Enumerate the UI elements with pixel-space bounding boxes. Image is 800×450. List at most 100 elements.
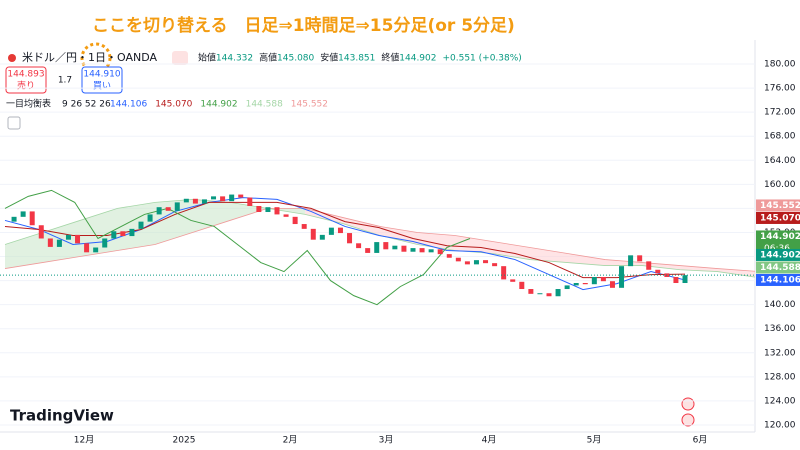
candle-body — [573, 283, 579, 286]
cloud-segment — [642, 262, 680, 270]
candle-body — [129, 228, 135, 237]
cloud-segment — [155, 199, 193, 245]
price-label-box — [756, 261, 800, 274]
candle-body — [75, 234, 81, 244]
candle-body — [682, 275, 688, 284]
indicator-value: 144.106 — [110, 100, 147, 110]
candle-body — [501, 266, 507, 280]
candle-body — [310, 228, 316, 240]
candle-body — [165, 207, 171, 211]
indicator-value: 145.070 — [155, 100, 192, 110]
price-label: 144.902 — [760, 232, 800, 242]
candle-body — [582, 283, 588, 285]
candle-body — [220, 196, 226, 202]
price-label: 145.552 — [760, 201, 800, 211]
candle-body — [401, 245, 407, 252]
candle-body — [156, 207, 162, 215]
sell-price: 144.893 — [7, 70, 44, 80]
candle-body — [38, 225, 44, 239]
candle-body — [292, 216, 298, 225]
cloud-segment — [342, 217, 380, 236]
spread: 1.7 — [58, 76, 72, 86]
ohlc-value: 145.080 — [277, 54, 314, 64]
indicator-icon[interactable] — [172, 51, 188, 65]
indicator-line — [4, 201, 686, 279]
x-tick-label: 2月 — [283, 435, 298, 446]
indicator-line — [4, 189, 471, 306]
candle-body — [455, 257, 461, 262]
change: +0.551 (+0.38%) — [442, 54, 521, 64]
ohlc-label: 安値 — [320, 52, 338, 64]
y-tick-label: 140.00 — [764, 300, 796, 310]
candle-body — [102, 238, 108, 248]
y-tick-label: 164.00 — [764, 156, 796, 166]
alert-badge[interactable] — [681, 413, 695, 427]
ohlc-label: 始値 — [198, 52, 216, 64]
ohlc-value: 144.902 — [399, 54, 436, 64]
collapse-button[interactable] — [7, 116, 21, 130]
buy-price: 144.910 — [83, 70, 120, 80]
candle-body — [328, 227, 334, 235]
candle-body — [492, 263, 498, 267]
x-tick-label: 4月 — [482, 435, 497, 446]
price-label: 145.070 — [760, 213, 800, 223]
price-label: 144.902 — [760, 250, 800, 260]
candle-body — [84, 243, 90, 253]
candle-body — [410, 248, 416, 252]
sell-button[interactable] — [5, 66, 47, 94]
x-tick-label: 2025 — [173, 436, 196, 446]
candle-body — [673, 276, 679, 284]
indicator-value: 144.588 — [246, 100, 283, 110]
candle-body — [192, 198, 198, 204]
candle-body — [147, 214, 153, 222]
candle-body — [365, 248, 371, 253]
candle-body — [419, 248, 425, 253]
y-tick-label: 180.00 — [764, 60, 796, 70]
candle-body — [256, 205, 262, 213]
candle-body — [211, 196, 217, 200]
candle-body — [120, 231, 126, 237]
candle-body — [93, 247, 99, 253]
cloud-segment — [530, 247, 568, 263]
buy-label: 買い — [93, 81, 111, 92]
x-tick-label: 12月 — [74, 435, 94, 446]
sell-label: 売り — [17, 80, 35, 92]
price-label-box — [756, 199, 800, 212]
candle-body — [247, 197, 253, 206]
indicator-name[interactable]: 一目均衡表 — [6, 98, 51, 110]
candle-body — [356, 243, 362, 249]
price-label-box — [756, 273, 800, 286]
price-label-box — [756, 211, 800, 224]
candle-body — [564, 285, 570, 290]
y-tick-label: 128.00 — [764, 372, 796, 382]
candle-body — [138, 221, 144, 229]
candle-body — [229, 194, 235, 202]
candle-body — [555, 289, 561, 297]
ohlc-value: 144.332 — [216, 54, 253, 64]
candle-body — [464, 261, 470, 265]
buy-button[interactable] — [81, 66, 123, 94]
indicator-params: 9 26 52 26 — [62, 100, 111, 110]
candle-body — [11, 216, 17, 222]
candle-body — [510, 279, 516, 282]
symbol[interactable]: 米ドル／円・1日・OANDA — [22, 51, 157, 64]
x-tick-label: 5月 — [587, 435, 602, 446]
cloud-segment — [117, 202, 155, 251]
indicator-line — [4, 197, 686, 291]
y-tick-label: 136.00 — [764, 324, 796, 334]
candle-body — [20, 211, 26, 217]
alert-badge[interactable] — [681, 397, 695, 411]
flag-icon — [8, 54, 16, 62]
price-label: 144.106 — [760, 275, 800, 285]
cloud-segment — [80, 208, 118, 257]
price-label-box — [756, 248, 800, 261]
x-tick-label: 3月 — [379, 435, 394, 446]
candle-body — [47, 238, 53, 247]
candle-body — [238, 194, 244, 198]
cloud-segment — [567, 253, 605, 266]
candle-body — [428, 249, 434, 253]
candle-body — [374, 242, 380, 253]
y-tick-label: 172.00 — [764, 108, 796, 118]
candle-body — [319, 234, 325, 240]
